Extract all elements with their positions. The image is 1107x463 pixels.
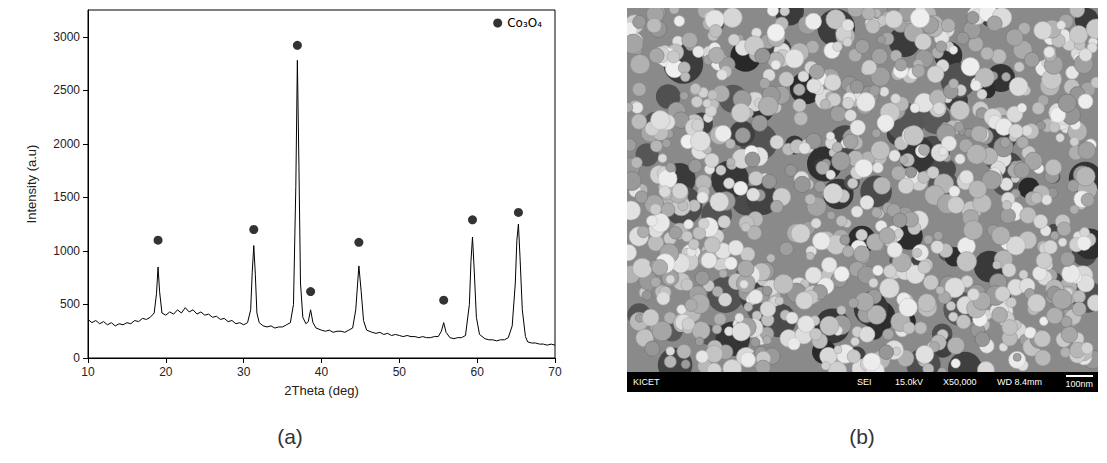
html-text:SEI: SEI [857,377,872,387]
html-text:(a): (a) [277,425,303,448]
svg-text:Co₃O₄: Co₃O₄ [507,16,542,30]
svg-text:20: 20 [159,365,173,379]
svg-text:500: 500 [60,297,80,311]
svg-text:2000: 2000 [53,137,80,151]
svg-text:Intensity (a.u): Intensity (a.u) [24,145,39,224]
svg-text:1000: 1000 [53,244,80,258]
html-text:WD 8.4mm: WD 8.4mm [997,377,1042,387]
html-text:(b): (b) [849,425,875,448]
html-text:100nm: 100nm [1065,379,1093,389]
svg-text:0: 0 [73,351,80,365]
svg-text:70: 70 [548,365,562,379]
svg-text:50: 50 [393,365,407,379]
svg-text:60: 60 [470,365,484,379]
svg-text:2Theta (deg): 2Theta (deg) [284,383,358,398]
svg-text:2500: 2500 [53,83,80,97]
svg-text:1500: 1500 [53,190,80,204]
svg-text:3000: 3000 [53,30,80,44]
html-text:X50,000: X50,000 [943,377,977,387]
html-text:KICET: KICET [633,377,660,387]
svg-text:30: 30 [237,365,251,379]
html-text:15.0kV: 15.0kV [895,377,923,387]
svg-text:40: 40 [315,365,329,379]
svg-text:10: 10 [81,365,95,379]
